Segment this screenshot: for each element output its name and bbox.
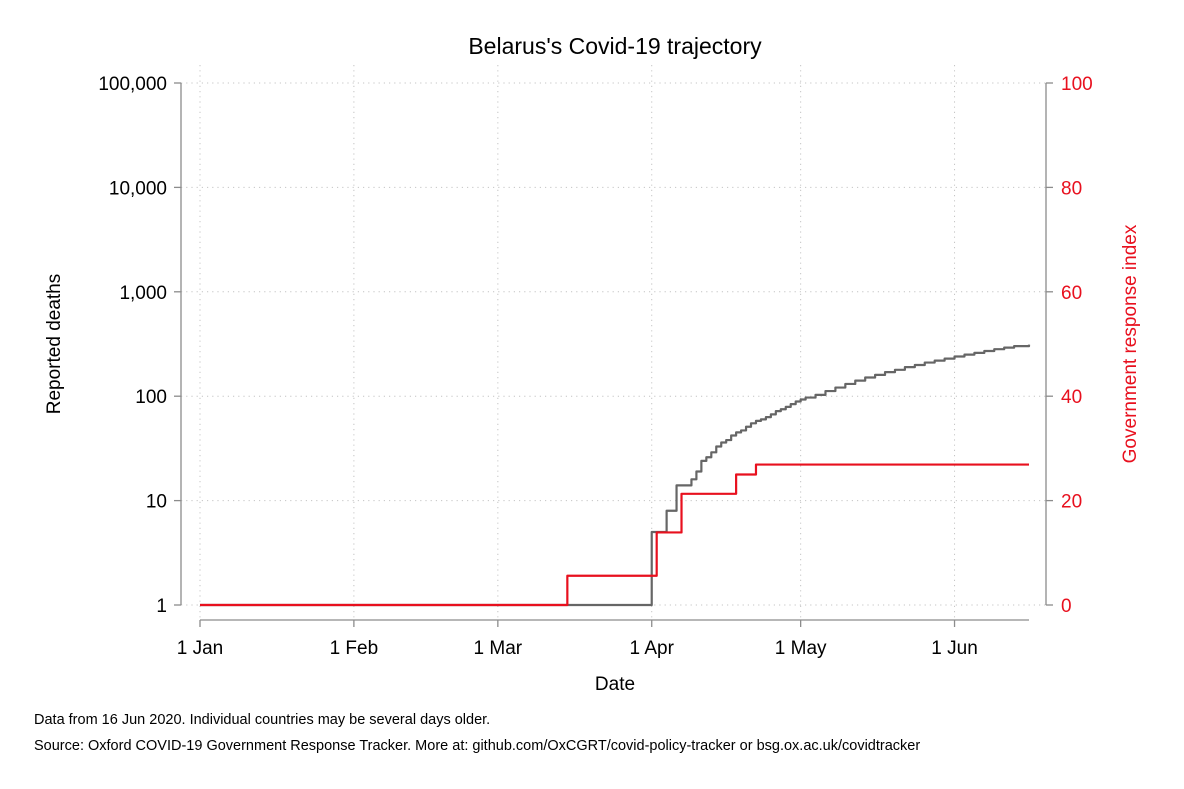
y-tick-left-label: 100,000 (98, 74, 167, 95)
y-axis-right-title: Government response index (1120, 224, 1141, 463)
y-ticks-right: 0 20 40 60 80 100 (1046, 74, 1093, 617)
x-tick-label: 1 Feb (330, 638, 379, 659)
y-tick-right-label: 0 (1061, 596, 1072, 617)
y-tick-right-label: 80 (1061, 178, 1082, 199)
chart-title: Belarus's Covid-19 trajectory (468, 33, 762, 59)
chart: Belarus's Covid-19 trajectory 1 10 100 1,00… (44, 33, 1141, 695)
x-axis-title: Date (595, 674, 635, 695)
x-tick-label: 1 Jan (177, 638, 223, 659)
grid (181, 65, 1046, 618)
y-tick-left-label: 1,000 (119, 283, 167, 304)
source-note: Source: Oxford COVID-19 Government Respo… (34, 738, 921, 754)
y-tick-right-label: 20 (1061, 492, 1082, 513)
y-tick-left-label: 10 (146, 492, 167, 513)
series-layer (200, 344, 1031, 607)
x-tick-label: 1 Jun (931, 638, 977, 659)
y-tick-left-label: 100 (135, 387, 167, 408)
x-ticks: 1 Jan 1 Feb 1 Mar 1 Apr 1 May 1 Jun (177, 620, 978, 659)
axes (180, 83, 1047, 621)
y-ticks-left: 1 10 100 1,000 10,000 100,000 (98, 74, 181, 617)
deaths-line (200, 344, 1031, 607)
x-tick-label: 1 Mar (474, 638, 523, 659)
x-tick-label: 1 May (775, 638, 827, 659)
y-tick-left-label: 1 (156, 596, 167, 617)
data-note: Data from 16 Jun 2020. Individual countr… (34, 712, 491, 728)
y-tick-right-label: 60 (1061, 283, 1082, 304)
y-tick-right-label: 100 (1061, 74, 1093, 95)
y-axis-left-title: Reported deaths (44, 274, 65, 415)
y-tick-right-label: 40 (1061, 387, 1082, 408)
y-tick-left-label: 10,000 (109, 178, 167, 199)
x-tick-label: 1 Apr (630, 638, 675, 659)
response-index-line (200, 463, 1029, 607)
